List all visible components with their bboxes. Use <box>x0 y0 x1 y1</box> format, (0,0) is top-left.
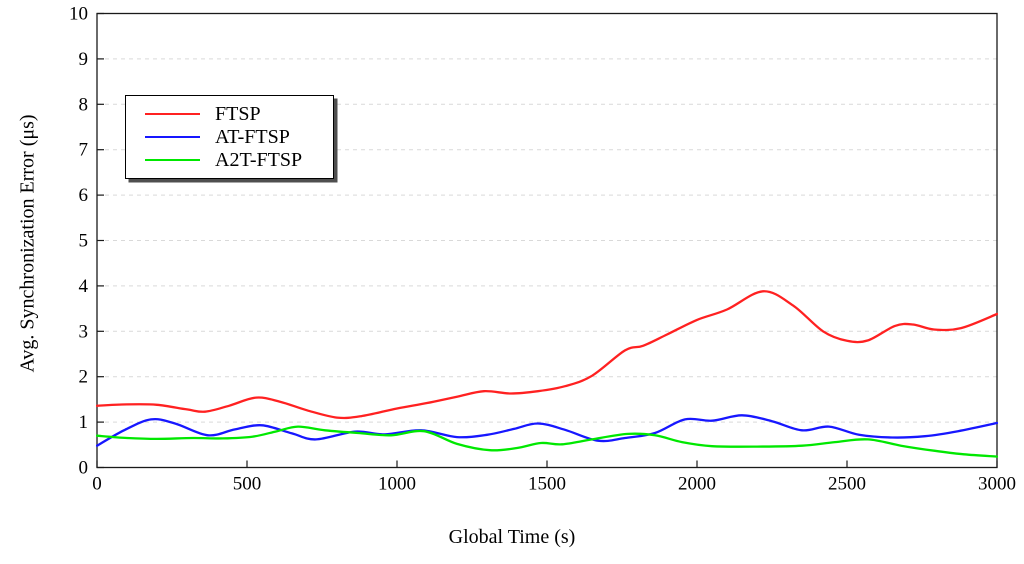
y-tick-label-8: 8 <box>79 94 89 115</box>
x-tick-label-3000: 3000 <box>978 474 1016 495</box>
legend-line-sample-FTSP <box>145 113 200 115</box>
legend-entry-AT-FTSP: AT-FTSP <box>126 126 333 149</box>
legend-entry-FTSP: FTSP <box>126 103 333 126</box>
y-tick-label-0: 0 <box>79 458 89 479</box>
y-tick-label-2: 2 <box>79 367 89 388</box>
legend-label-FTSP: FTSP <box>215 103 261 125</box>
legend-label-A2T-FTSP: A2T-FTSP <box>215 149 303 171</box>
x-tick-label-500: 500 <box>233 474 262 495</box>
y-tick-label-10: 10 <box>69 4 88 25</box>
x-tick-label-2500: 2500 <box>828 474 866 495</box>
y-tick-label-1: 1 <box>79 412 89 433</box>
legend-line-sample-A2T-FTSP <box>145 159 200 161</box>
y-tick-label-4: 4 <box>79 276 89 297</box>
x-tick-label-1000: 1000 <box>378 474 416 495</box>
y-tick-label-5: 5 <box>79 231 89 252</box>
y-tick-label-3: 3 <box>79 321 89 342</box>
x-tick-label-1500: 1500 <box>528 474 566 495</box>
x-tick-label-2000: 2000 <box>678 474 716 495</box>
y-axis-label: Avg. Synchronization Error (μs) <box>16 114 39 373</box>
legend: FTSP AT-FTSP A2T-FTSP <box>125 95 334 179</box>
legend-entry-A2T-FTSP: A2T-FTSP <box>126 149 333 172</box>
series-line-FTSP <box>96 290 998 420</box>
y-tick-label-9: 9 <box>79 49 89 70</box>
legend-line-sample-AT-FTSP <box>145 136 200 138</box>
x-tick-label-0: 0 <box>92 474 102 495</box>
y-tick-label-6: 6 <box>79 185 89 206</box>
legend-label-AT-FTSP: AT-FTSP <box>215 126 290 148</box>
series-line-A2T-FTSP <box>96 425 998 458</box>
series-line-AT-FTSP <box>96 414 998 447</box>
y-tick-label-7: 7 <box>79 140 89 161</box>
x-axis-label: Global Time (s) <box>448 526 576 548</box>
